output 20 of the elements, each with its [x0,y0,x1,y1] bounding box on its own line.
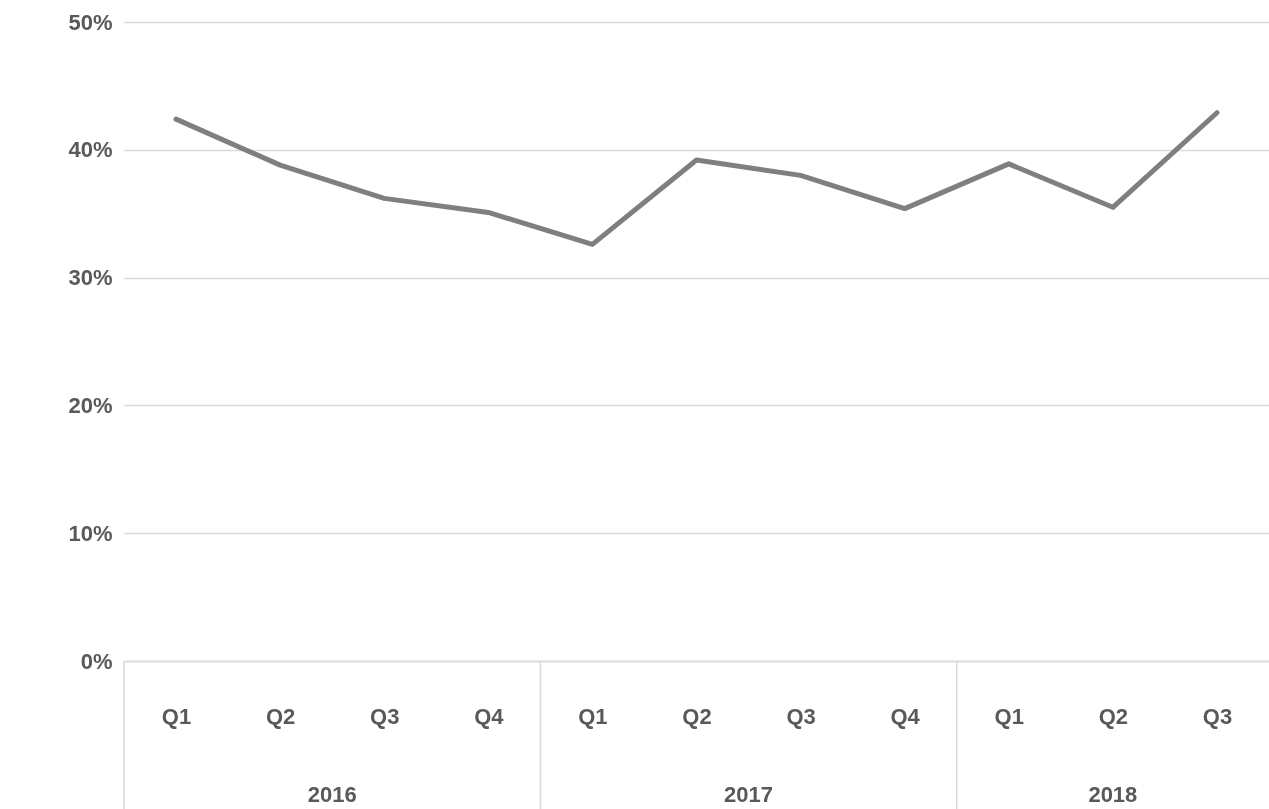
x-tick-label: Q3 [1202,703,1233,729]
x-tick-label: Q2 [682,703,712,729]
text: 2016 [307,782,357,807]
y-tick-label: 20% [68,392,113,418]
x-tick-label: Q4 [890,703,921,729]
x-tick-label: Q1 [578,703,608,729]
x-tick-label: Q3 [370,703,400,729]
x-tick-label: Q1 [994,703,1024,729]
y-tick-label: 0% [80,648,113,674]
y-tick-label: 10% [68,520,113,546]
x-tick-label: Q2 [1098,703,1129,729]
y-tick-label: 50% [68,9,113,35]
x-tick-label: Q2 [265,703,296,729]
y-tick-label: 40% [68,137,113,163]
y-tick-label: 30% [68,265,113,291]
text: 2018 [1088,782,1138,807]
x-tick-label: Q3 [786,703,816,729]
text: 2017 [724,782,774,807]
x-tick-label: Q4 [474,703,505,729]
x-tick-label: Q1 [161,703,192,729]
